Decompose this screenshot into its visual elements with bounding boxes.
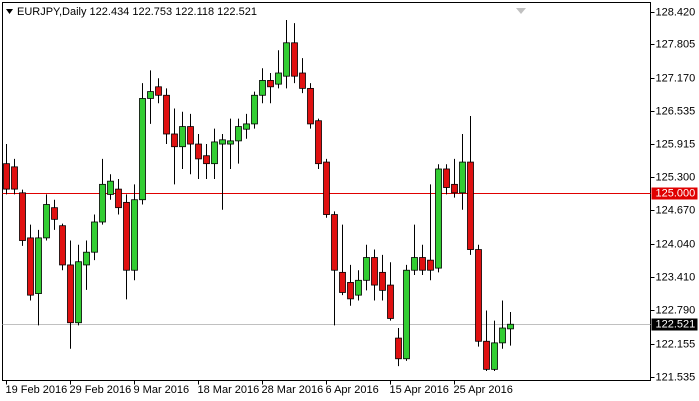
x-tick-label: 19 Feb 2016 — [6, 384, 68, 396]
y-tick-label: 126.535 — [656, 105, 696, 117]
candle-body — [147, 91, 154, 99]
candle-body — [387, 284, 394, 319]
y-tick-label: 128.420 — [656, 6, 696, 18]
candle-body — [211, 141, 218, 165]
candle-body — [91, 221, 98, 253]
candle-body — [195, 143, 202, 160]
candle-body — [427, 259, 434, 271]
candle-body — [467, 161, 474, 250]
candle-body — [235, 126, 242, 142]
candle-body — [379, 271, 386, 291]
candle-body — [371, 257, 378, 286]
candle-body — [307, 87, 314, 125]
candle-body — [35, 237, 42, 294]
candle-body — [291, 42, 298, 77]
candle-body — [67, 264, 74, 324]
candle-body — [459, 161, 466, 194]
candle-body — [131, 199, 138, 271]
candle-body — [163, 94, 170, 135]
candle-body — [99, 183, 106, 223]
candle-body — [75, 261, 82, 324]
candle-body — [203, 155, 210, 165]
candle-body — [123, 201, 130, 271]
chart-title: EURJPY,Daily 122.434 122.753 122.118 122… — [17, 6, 257, 18]
candle-body — [251, 94, 258, 125]
y-tick-label: 122.155 — [656, 338, 696, 350]
candle-body — [3, 163, 10, 190]
candle-body — [315, 120, 322, 165]
candle-body — [435, 168, 442, 269]
symbol-icon — [6, 9, 13, 14]
y-tick-label: 122.790 — [656, 304, 696, 316]
x-tick-label: 28 Mar 2016 — [262, 384, 324, 396]
candle-body — [443, 168, 450, 188]
candle-body — [499, 327, 506, 344]
x-tick-label: 6 Apr 2016 — [326, 384, 379, 396]
candle-body — [59, 225, 66, 266]
candle-body — [507, 323, 514, 330]
candle-body — [227, 140, 234, 145]
level-label: 122.521 — [656, 318, 696, 330]
candle-body — [187, 126, 194, 145]
candle-body — [107, 180, 114, 195]
y-tick-label: 121.535 — [656, 371, 696, 383]
candle-body — [331, 214, 338, 271]
plot-layer: 128.420 127.805 127.170 126.535 125.915 125.3… — [2, 6, 698, 396]
candle-body — [395, 337, 402, 360]
y-tick-label: 127.170 — [656, 72, 696, 84]
candle-body — [83, 251, 90, 266]
candle-body — [139, 98, 146, 201]
candle-body — [275, 72, 282, 85]
x-tick-label: 18 Mar 2016 — [198, 384, 260, 396]
x-tick-label: 9 Mar 2016 — [134, 384, 190, 396]
candle-body — [491, 342, 498, 370]
shift-marker — [516, 8, 526, 14]
level-label: 125.000 — [656, 187, 696, 199]
candle-body — [339, 271, 346, 293]
candle-body — [115, 188, 122, 209]
candle-body — [283, 42, 290, 77]
candle-body — [43, 204, 50, 239]
x-tick-label: 25 Apr 2016 — [454, 384, 513, 396]
candle-body — [355, 279, 362, 296]
level-label-box — [651, 318, 698, 331]
y-tick-label: 127.805 — [656, 38, 696, 50]
candle-body — [267, 80, 274, 88]
candle-body — [11, 166, 18, 190]
y-tick-label: 124.670 — [656, 204, 696, 216]
candle-body — [171, 133, 178, 148]
y-tick-label: 125.915 — [656, 138, 696, 150]
candle-body — [483, 340, 490, 370]
candle-body — [451, 183, 458, 194]
candle-body — [219, 139, 226, 145]
y-tick-label: 124.040 — [656, 238, 696, 250]
candle-body — [347, 282, 354, 300]
y-tick-label: 125.300 — [656, 171, 696, 183]
candle-body — [51, 207, 58, 220]
candle-body — [363, 257, 370, 281]
candle-body — [259, 80, 266, 96]
candle-body — [243, 123, 250, 130]
candle-body — [27, 237, 34, 296]
candle-body — [411, 257, 418, 271]
candle-body — [19, 192, 26, 241]
candle-body — [419, 257, 426, 271]
candle-body — [155, 86, 162, 96]
candle-body — [179, 126, 186, 148]
y-tick-label: 123.410 — [656, 271, 696, 283]
candle-body — [299, 72, 306, 89]
level-label-box — [651, 187, 698, 200]
candle-body — [323, 161, 330, 215]
x-tick-label: 15 Apr 2016 — [390, 384, 449, 396]
candle-body — [403, 269, 410, 360]
candle-body — [475, 249, 482, 342]
x-tick-label: 29 Feb 2016 — [70, 384, 132, 396]
